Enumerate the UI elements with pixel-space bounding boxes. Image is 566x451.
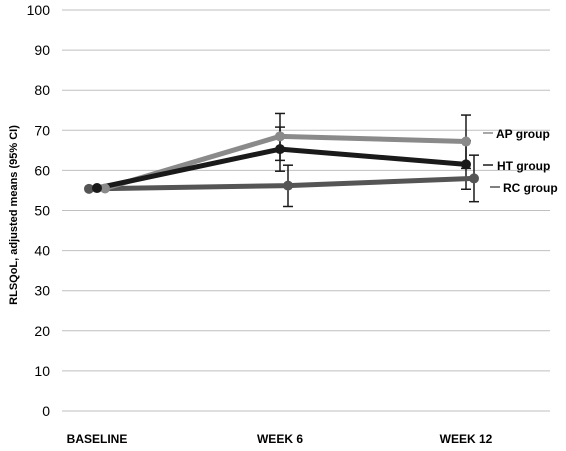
y-tick-0: 0: [42, 403, 50, 419]
error-bars: [275, 112, 479, 208]
y-tick-20: 20: [34, 323, 50, 339]
y-axis-label: RLSQoL, adjusted means (95% CI): [8, 125, 20, 305]
y-tick-40: 40: [34, 243, 50, 259]
y-tick-30: 30: [34, 283, 50, 299]
data-point-ap-group-0: [100, 183, 110, 194]
series-labels: RC group AP group HT group: [483, 127, 558, 195]
series-label-rc-group: RC group: [503, 181, 558, 195]
x-tick-baseline: BASELINE: [67, 432, 128, 446]
x-tick-labels: BASELINE WEEK 6 WEEK 12: [67, 432, 493, 446]
data-point-rc-group-0: [84, 183, 94, 194]
y-tick-60: 60: [34, 162, 50, 178]
y-tick-50: 50: [34, 203, 50, 219]
series-lines: [86, 133, 477, 192]
y-tick-100: 100: [27, 2, 51, 18]
y-tick-10: 10: [34, 363, 50, 379]
y-tick-90: 90: [34, 42, 50, 58]
data-point-ht-group-1: [275, 144, 285, 155]
data-point-rc-group-1: [283, 180, 293, 191]
gridlines: [62, 9, 550, 412]
series-label-ap-group: AP group: [496, 127, 550, 141]
y-tick-80: 80: [34, 82, 50, 98]
data-point-ap-group-1: [275, 131, 285, 142]
x-tick-week-6: WEEK 6: [257, 432, 303, 446]
data-point-rc-group-2: [469, 173, 479, 184]
x-tick-week-12: WEEK 12: [440, 432, 493, 446]
y-tick-labels: 0 10 20 30 40 50 60 70 80 90 100: [27, 2, 51, 419]
data-points: [84, 131, 479, 194]
y-tick-70: 70: [34, 122, 50, 138]
data-point-ap-group-2: [461, 136, 471, 147]
data-point-ht-group-0: [92, 183, 102, 194]
data-point-ht-group-2: [461, 159, 471, 170]
series-label-ht-group: HT group: [497, 159, 550, 173]
